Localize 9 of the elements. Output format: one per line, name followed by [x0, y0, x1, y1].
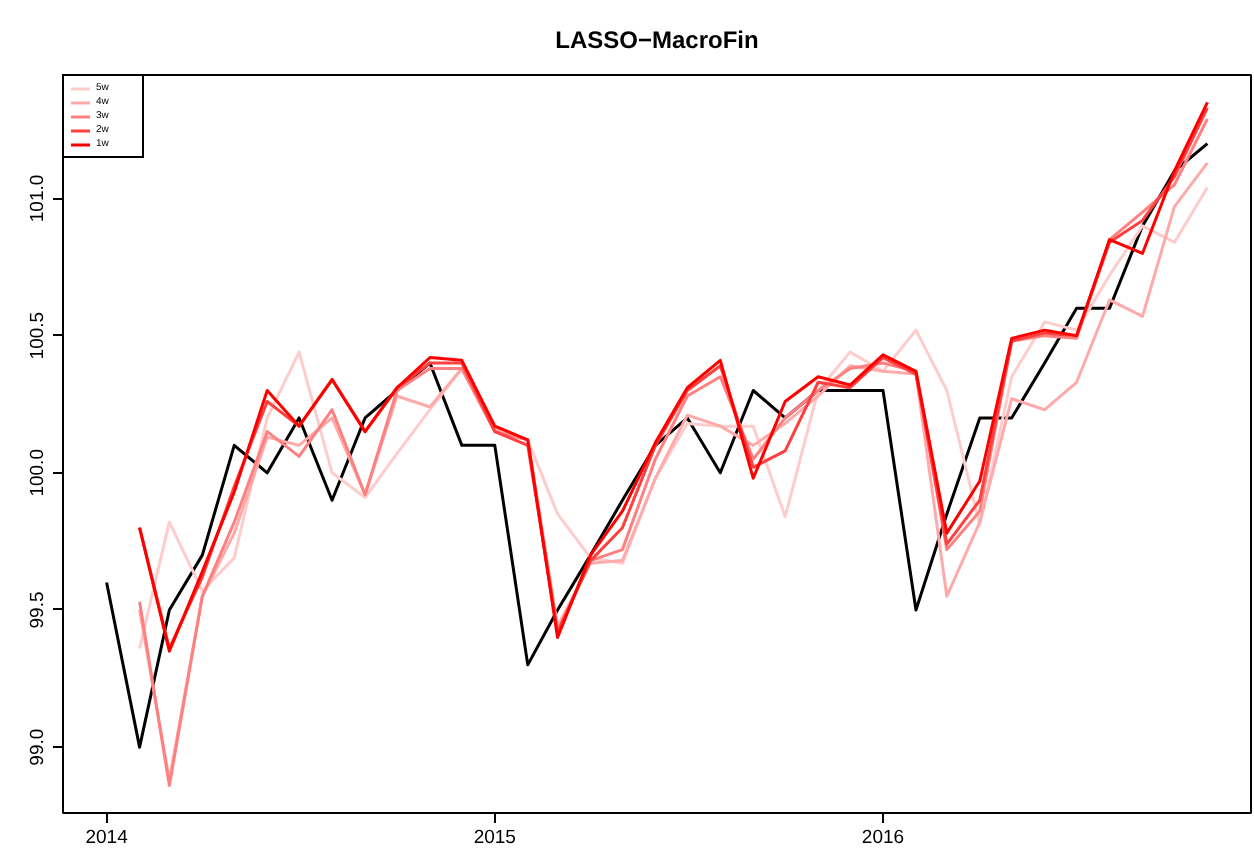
x-tick-label: 2014	[85, 827, 128, 849]
x-tick-label: 2015	[473, 827, 516, 849]
y-tick-label: 99.5	[27, 591, 49, 629]
y-tick-label: 100.5	[27, 311, 49, 360]
x-tick-label: 2016	[861, 827, 905, 849]
y-tick-label: 100.0	[27, 449, 49, 497]
y-tick-label: 99.0	[27, 728, 49, 766]
y-tick-label: 101.0	[27, 174, 49, 223]
chart-title: LASSO−MacroFin	[555, 26, 759, 54]
